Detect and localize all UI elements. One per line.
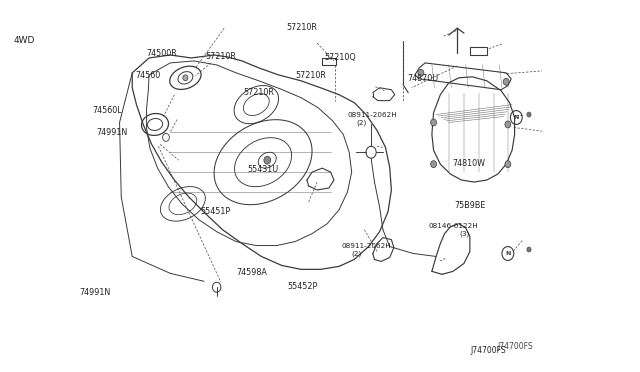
Text: J74700FS: J74700FS [470, 346, 506, 355]
Circle shape [431, 161, 436, 168]
Text: (2): (2) [357, 120, 367, 126]
Circle shape [503, 78, 509, 85]
Text: 74560L: 74560L [92, 106, 122, 115]
Text: 57210R: 57210R [287, 23, 317, 32]
Text: 55452P: 55452P [288, 282, 318, 291]
Text: 74991N: 74991N [80, 288, 111, 297]
Bar [470, 47, 487, 55]
Text: 74598A: 74598A [236, 268, 268, 277]
Circle shape [418, 69, 424, 76]
Bar [322, 58, 335, 65]
Text: J74700FS: J74700FS [497, 342, 533, 351]
Text: 74870U: 74870U [408, 74, 439, 83]
Text: 55431U: 55431U [247, 165, 278, 174]
Text: 75B9BE: 75B9BE [454, 201, 486, 210]
Text: 57210R: 57210R [205, 52, 236, 61]
Circle shape [431, 119, 436, 126]
Text: N: N [505, 251, 511, 256]
Text: (3): (3) [460, 231, 470, 237]
Text: 57210R: 57210R [243, 89, 275, 97]
Text: 74560: 74560 [136, 71, 161, 80]
Text: 08911-2062H: 08911-2062H [342, 243, 392, 249]
Text: 08146-6122H: 08146-6122H [428, 223, 478, 229]
Text: 74500R: 74500R [146, 49, 177, 58]
Text: 08911-2062H: 08911-2062H [347, 112, 397, 118]
Text: 57210R: 57210R [296, 71, 326, 80]
Text: 57210Q: 57210Q [324, 53, 356, 62]
Circle shape [505, 161, 511, 168]
Circle shape [183, 75, 188, 81]
Circle shape [505, 121, 511, 128]
Circle shape [264, 156, 271, 164]
Text: N: N [514, 115, 519, 120]
Text: 74810W: 74810W [452, 158, 486, 168]
Text: 4WD: 4WD [13, 36, 35, 45]
Text: (2): (2) [351, 251, 362, 257]
Text: 55451P: 55451P [200, 206, 230, 216]
Circle shape [527, 112, 531, 117]
Circle shape [527, 247, 531, 252]
Text: 74991N: 74991N [96, 128, 127, 137]
